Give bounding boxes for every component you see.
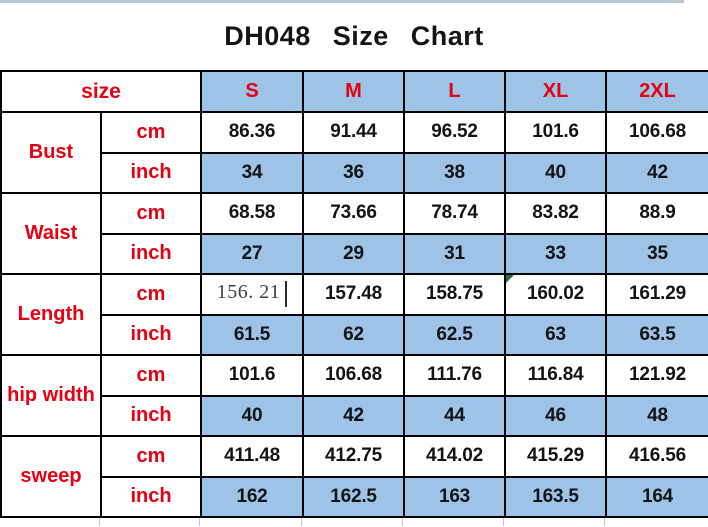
column-header-2xl: 2XL [605,70,708,113]
size-value-cell: 412.75 [302,435,406,478]
page-title: DH048 Size Chart [224,21,484,51]
unit-label-cm: cm [99,111,203,154]
size-value-cell: 46 [504,394,608,437]
size-value-cell: 106.68 [605,111,708,154]
size-value-cell: 416.56 [605,435,708,478]
size-value-cell: 411.48 [200,435,305,478]
size-value-cell: 38 [403,151,507,194]
cell-value: 160.02 [527,283,584,305]
text-cursor [285,281,288,308]
table-row: Length cm 156. 21 157.48 158.75 160.02 1… [0,273,708,356]
size-value-cell: 48 [605,394,708,437]
unit-label-cm: cm [99,192,203,235]
size-header-cell: size [0,70,203,113]
size-value-cell: 78.74 [403,192,507,235]
size-value-cell: 40 [504,151,608,194]
size-value-cell: 111.76 [403,354,507,397]
cropped-row-remnant [0,0,684,3]
size-value-cell: 29 [302,232,406,275]
unit-label-inch: inch [99,151,203,194]
table-row: inch 40 42 44 46 48 [1,394,708,437]
size-value-cell: 96.52 [403,111,507,154]
unit-label-inch: inch [99,475,203,518]
size-value-cell: 40 [200,394,305,437]
size-value-cell: 61.5 [200,313,305,356]
size-value-cell: 63.5 [605,313,708,356]
size-value-cell: 161.29 [605,273,708,316]
error-marker-icon [507,275,515,283]
column-header-l: L [403,70,507,113]
row-label-sweep: sweep [0,435,102,518]
size-value-cell: 121.92 [605,354,708,397]
row-label-bust: Bust [0,111,102,194]
size-value-cell: 73.66 [302,192,406,235]
column-header-m: M [302,70,406,113]
size-value-cell: 101.6 [504,111,608,154]
table-row: Waist cm 68.58 73.66 78.74 83.82 88.9 [0,192,708,275]
table-row: Bust cm 86.36 91.44 96.52 101.6 106.68 [0,111,708,194]
size-value-cell: 44 [403,394,507,437]
active-edit-cell[interactable]: 156. 21 [200,273,305,316]
size-value-cell: 163 [403,475,507,518]
size-value-cell: 157.48 [302,273,406,316]
size-value-cell: 88.9 [605,192,708,235]
size-value-cell: 34 [200,151,305,194]
edit-cell-value: 156. 21 [216,281,281,304]
size-value-cell: 163.5 [504,475,608,518]
unit-label-inch: inch [99,313,203,356]
size-value-cell: 68.58 [200,192,305,235]
column-header-xl: XL [504,70,608,113]
size-value-cell: 415.29 [504,435,608,478]
size-value-cell: 33 [504,232,608,275]
row-label-length: Length [0,273,102,356]
size-value-cell: 158.75 [403,273,507,316]
size-value-cell: 91.44 [302,111,406,154]
table-row: sweep cm 411.48 412.75 414.02 415.29 416… [0,435,708,518]
size-value-cell: 31 [403,232,507,275]
size-value-cell: 162 [200,475,305,518]
size-value-cell: 35 [605,232,708,275]
size-chart-table: size S M L XL 2XL Bust cm 86.36 91.44 96… [0,70,708,518]
unit-label-cm: cm [99,354,203,397]
cropped-next-row-gridlines [0,518,708,527]
size-value-cell: 27 [200,232,305,275]
table-row: inch 61.5 62 62.5 63 63.5 [1,313,708,356]
size-value-cell: 36 [302,151,406,194]
unit-label-inch: inch [99,232,203,275]
size-value-cell: 116.84 [504,354,608,397]
size-value-cell: 414.02 [403,435,507,478]
size-value-cell: 62.5 [403,313,507,356]
column-header-s: S [200,70,305,113]
size-value-cell: 162.5 [302,475,406,518]
unit-label-inch: inch [99,394,203,437]
size-value-cell: 83.82 [504,192,608,235]
size-value-cell: 42 [605,151,708,194]
size-value-cell: 160.02 [504,273,608,316]
table-row: hip width cm 101.6 106.68 111.76 116.84 … [0,354,708,437]
header-row: size S M L XL 2XL [0,70,708,113]
table-row: inch 27 29 31 33 35 [1,232,708,275]
size-value-cell: 101.6 [200,354,305,397]
size-value-cell: 62 [302,313,406,356]
row-label-hip-width: hip width [0,354,102,437]
unit-label-cm: cm [99,435,203,478]
size-value-cell: 86.36 [200,111,305,154]
size-value-cell: 106.68 [302,354,406,397]
size-value-cell: 63 [504,313,608,356]
size-value-cell: 42 [302,394,406,437]
size-value-cell: 164 [605,475,708,518]
title-bar: DH048 Size Chart [0,3,708,70]
row-label-waist: Waist [0,192,102,275]
table-row: inch 162 162.5 163 163.5 164 [1,475,708,518]
unit-label-cm: cm [99,273,203,316]
table-row: inch 34 36 38 40 42 [1,151,708,194]
